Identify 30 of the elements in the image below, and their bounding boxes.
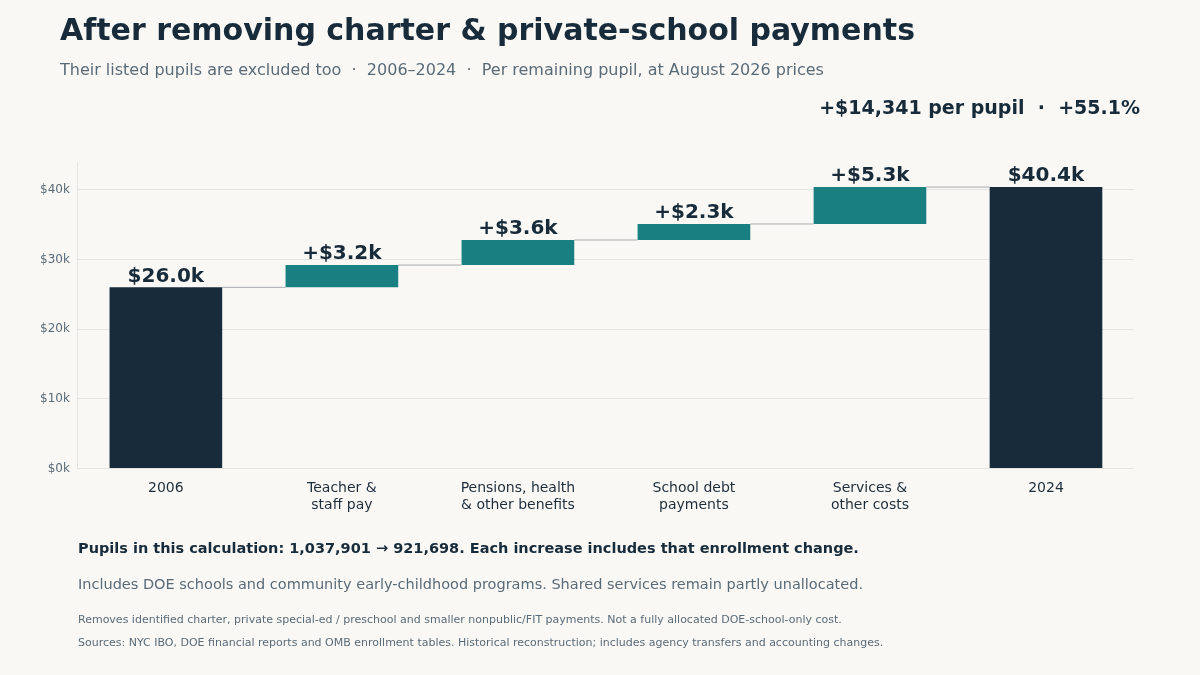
text: Removes identified charter, private special-ed / preschool and smaller nonpublic/FIT payments. Not a fully allocated DOE-school-only cost. <box>78 613 842 626</box>
x-tick-label: 2006 <box>148 479 184 496</box>
chart-subtitle: Their listed pupils are excluded too · 2006–2024 · Per remaining pupil, at August 2026 prices <box>60 60 824 79</box>
x-tick-label: Pensions, health & other benefits <box>460 479 576 513</box>
x-tick-label: Services & other costs <box>830 479 910 513</box>
text: Pupils in this calculation: 1,037,901 → 921,698. Each increase includes that enrollment change. <box>78 540 859 556</box>
bar <box>109 287 223 468</box>
chart-title: After removing charter & private-school payments <box>60 12 915 47</box>
data-label: +$5.3k <box>830 162 911 187</box>
bar <box>813 187 927 224</box>
data-label: $40.4k <box>1007 162 1085 187</box>
bar <box>285 265 399 288</box>
x-tick-label: Teacher & staff pay <box>306 479 377 513</box>
x-tick-label: 2024 <box>1028 479 1064 496</box>
bar <box>637 223 751 240</box>
data-label: $26.0k <box>127 262 205 287</box>
text: +$14,341 per pupil · +55.1% <box>819 96 1140 118</box>
y-tick-label: $30k <box>39 251 70 266</box>
data-label: +$3.2k <box>302 240 383 265</box>
y-tick-label: $40k <box>39 181 70 196</box>
y-tick-label: $20k <box>39 321 70 336</box>
data-label: +$2.3k <box>654 199 735 224</box>
bar <box>989 187 1103 468</box>
text: Includes DOE schools and community early-childhood programs. Shared services remain partly unallocated. <box>78 576 863 592</box>
y-tick-label: $10k <box>39 390 70 405</box>
source-note: Sources: NYC IBO, DOE financial reports and OMB enrollment tables. Historical reconstruction; includes agency transfers and accounting changes. <box>78 636 884 649</box>
x-tick-label: School debt payments <box>652 479 736 513</box>
y-tick-label: $0k <box>47 460 70 475</box>
data-label: +$3.6k <box>478 215 559 240</box>
bar <box>461 239 575 266</box>
